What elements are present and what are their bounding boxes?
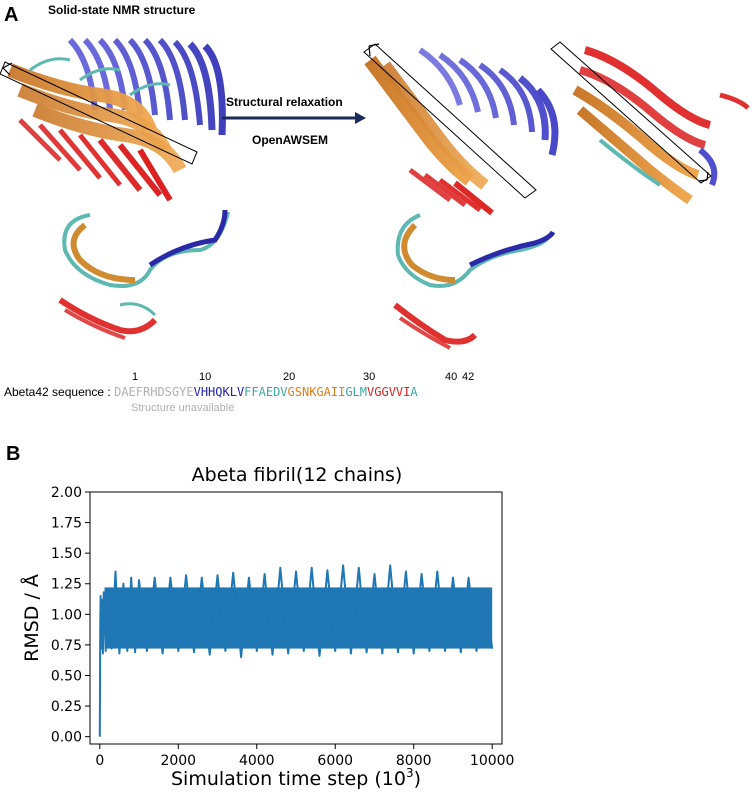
middle-fibril-axis-arrow [363,43,537,199]
y-axis-label: RMSD / Å [20,574,43,662]
residue-number-10: 10 [199,371,212,383]
y-tick-label: 0.75 [51,638,82,654]
x-tick-label: 10000 [470,753,515,769]
openawsem-label: OpenAWSEM [252,133,329,147]
sequence-label: Abeta42 sequence : [4,385,111,399]
left-fibril-axis-arrow [0,61,198,165]
residue-number-42: 42 [462,371,475,383]
sequence-segment-orange: GSNKGAII [287,385,346,399]
panel-b-letter: B [6,443,21,465]
y-axis-ticks: 0.00 0.25 0.50 0.75 1.00 1.25 1.50 1.75 2.00 [51,485,90,746]
left-fibril-teal-loops [29,57,171,97]
x-tick-label: 0 [95,753,104,769]
x-tick-label: 8000 [396,753,432,769]
plot-area [98,564,494,737]
y-tick-label: 2.00 [51,485,82,501]
y-tick-label: 1.75 [51,516,82,532]
sequence-segment-teal-1: FFAEDV [244,385,288,399]
y-tick-label: 0.25 [51,699,82,715]
fibril-structure-illustrations [0,37,750,350]
sequence-row: Abeta42 sequence : DAEFRHDSGYEVHHQKLVFFA… [4,385,418,399]
right-fibril-strands [572,46,750,205]
x-axis-ticks: 0 2000 4000 6000 8000 10000 [95,744,514,769]
residue-number-30: 30 [363,371,376,383]
y-tick-label: 0.00 [51,730,82,746]
rmsd-chart: Abeta fibril(12 chains) 0 2000 4000 6000 800… [20,464,514,790]
middle-cross-section [393,213,556,350]
left-fibril-red-strands [18,118,173,202]
right-fibril-axis-arrow [550,41,712,184]
x-tick-label: 4000 [239,753,275,769]
x-tick-label: 2000 [160,753,196,769]
middle-fibril-red-strands [408,168,494,216]
y-tick-label: 1.00 [51,607,82,623]
middle-fibril-orange-sheets [364,55,489,190]
y-tick-label: 0.50 [51,668,82,684]
sequence-segment-unstructured: DAEFRHDSGYE [114,385,194,399]
relaxation-label: Structural relaxation [226,95,343,109]
left-fibril-orange-sheets [7,63,187,174]
sequence-segment-teal-2: GLM [345,385,368,399]
y-tick-label: 1.50 [51,546,82,562]
x-tick-label: 6000 [317,753,353,769]
nmr-structure-title: Solid-state NMR structure [48,3,196,17]
residue-number-1: 1 [132,371,139,383]
x-axis-label: Simulation time step (103) [171,766,421,790]
relaxation-arrow [222,112,366,124]
residue-number-40: 40 [445,371,458,383]
middle-fibril-blue-strands [418,47,559,156]
rmsd-series-line [98,564,494,737]
chart-title: Abeta fibril(12 chains) [192,464,403,486]
sequence-segment-teal-3: A [410,385,418,399]
sequence-segment-blue: VHHQKLV [193,385,245,399]
y-tick-label: 1.25 [51,577,82,593]
panel-a-letter: A [4,4,19,26]
plot-frame [89,491,503,745]
sequence-segment-red: VGGVVI [367,385,411,399]
structure-unavailable-note: Structure unavailable [131,402,235,414]
residue-number-20: 20 [283,371,296,383]
left-cross-section [58,209,230,340]
